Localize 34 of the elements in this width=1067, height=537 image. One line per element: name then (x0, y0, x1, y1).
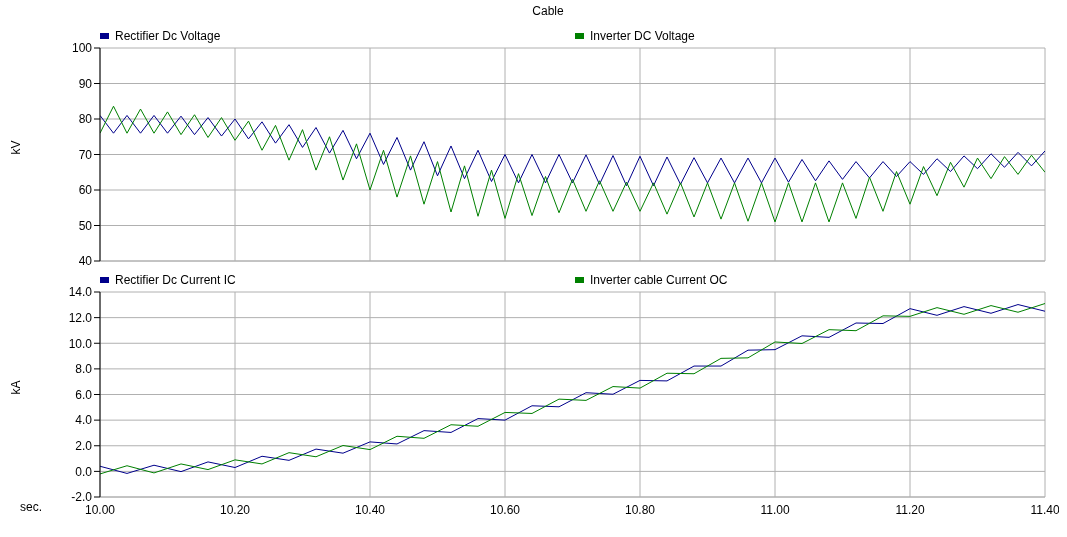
y-tick-label: 80 (78, 112, 93, 127)
x-tick-label: 11.40 (1030, 502, 1060, 517)
y-tick-label: 0.0 (75, 464, 93, 479)
y-tick-label: 14.0 (68, 285, 93, 300)
x-tick-label: 10.00 (84, 502, 116, 517)
x-tick-label: 11.00 (760, 502, 790, 517)
y-tick-label: 90 (78, 76, 93, 91)
x-axis-title: sec. (20, 500, 43, 514)
x-tick-label: 11.20 (895, 502, 925, 517)
y-tick-label: 40 (78, 254, 93, 269)
y-tick-label: 100 (71, 41, 93, 56)
chart-title: Cable (531, 4, 565, 18)
y-tick-label: 8.0 (75, 362, 93, 377)
line-series (100, 114, 1045, 187)
y-axis-title: kA (9, 380, 24, 395)
legend-label: Rectifier Dc Voltage (115, 29, 221, 43)
x-tick-label: 10.60 (489, 502, 521, 517)
legend-label: Rectifier Dc Current IC (115, 273, 236, 287)
y-tick-label: 50 (78, 218, 93, 233)
y-tick-label: 2.0 (75, 439, 93, 454)
y-tick-label: 10.0 (68, 336, 93, 351)
y-tick-label: 70 (78, 147, 93, 162)
line-series (100, 105, 1045, 223)
y-axis-title: kV (9, 140, 24, 155)
legend-label: Inverter cable Current OC (590, 273, 728, 287)
x-tick-label: 10.40 (354, 502, 386, 517)
legend-label: Inverter DC Voltage (590, 29, 695, 43)
x-tick-label: 10.80 (624, 502, 656, 517)
y-tick-label: 12.0 (68, 310, 93, 325)
y-tick-label: -2.0 (71, 490, 93, 505)
y-tick-label: 60 (78, 183, 93, 198)
y-tick-label: 6.0 (75, 387, 93, 402)
y-tick-label: 4.0 (75, 413, 93, 428)
x-tick-label: 10.20 (219, 502, 251, 517)
